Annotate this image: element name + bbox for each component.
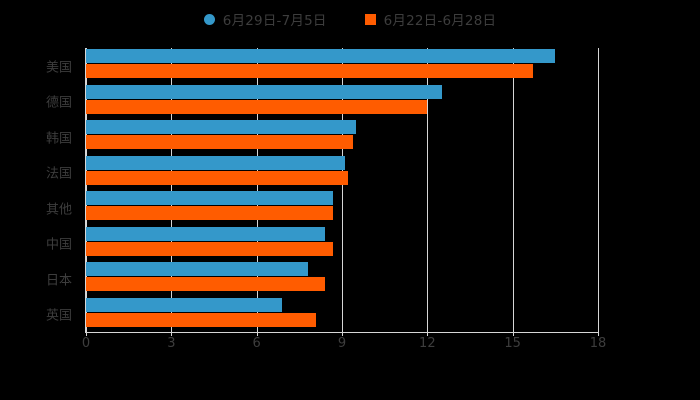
bar-group bbox=[86, 190, 598, 226]
bar-series-1[interactable] bbox=[86, 84, 442, 99]
y-axis-label-1: 美国 bbox=[45, 60, 72, 76]
legend-swatch-square-icon bbox=[364, 13, 376, 25]
bar-series-1[interactable] bbox=[86, 120, 357, 134]
x-axis-tick-mark bbox=[427, 331, 429, 336]
x-axis-tick-mark bbox=[86, 331, 87, 336]
legend-item-series-1[interactable]: 6月29日-7月5日 bbox=[203, 9, 327, 29]
x-axis-tick-mark bbox=[342, 331, 343, 336]
bar-series-1[interactable] bbox=[86, 297, 283, 312]
bar-series-1[interactable] bbox=[86, 155, 345, 170]
y-axis-category-labels: 美国德国韩国法国其他中国日本英国 bbox=[0, 48, 80, 332]
y-axis-label-5: 其他 bbox=[45, 202, 72, 218]
legend-label-series-2: 6月22日-6月28日 bbox=[383, 13, 497, 29]
x-axis-tick-label: 12 bbox=[419, 336, 436, 351]
x-axis-tick-label: 15 bbox=[504, 336, 521, 351]
x-axis-tick-mark bbox=[256, 331, 258, 336]
bar-series-2[interactable] bbox=[86, 312, 317, 327]
x-gridline bbox=[256, 48, 258, 332]
bar-series-2[interactable] bbox=[86, 170, 348, 185]
bar-group bbox=[86, 226, 598, 262]
bar-group bbox=[86, 48, 598, 84]
y-axis-label-7: 日本 bbox=[45, 273, 72, 289]
bar-series-1[interactable] bbox=[86, 49, 556, 63]
x-axis-tick-label: 9 bbox=[337, 336, 347, 351]
x-axis-tick-label: 18 bbox=[589, 336, 607, 351]
x-axis-tick-mark bbox=[598, 331, 599, 336]
y-axis-label-3: 韩国 bbox=[45, 131, 72, 147]
legend-label-series-1: 6月29日-7月5日 bbox=[222, 13, 327, 29]
x-gridline bbox=[598, 48, 599, 332]
plot-area bbox=[85, 48, 599, 333]
chart-legend: 6月29日-7月5日 6月22日-6月28日 bbox=[0, 6, 700, 32]
x-axis-tick-label: 6 bbox=[252, 336, 261, 351]
x-gridline bbox=[171, 48, 173, 332]
bar-series-1[interactable] bbox=[86, 262, 308, 276]
bar-series-2[interactable] bbox=[86, 64, 533, 78]
x-axis-tick-mark bbox=[171, 331, 173, 336]
y-axis-label-8: 英国 bbox=[45, 308, 72, 324]
bar-group bbox=[86, 84, 598, 120]
x-gridline bbox=[342, 48, 343, 332]
bar-group bbox=[86, 261, 598, 297]
bar-series-2[interactable] bbox=[86, 99, 428, 114]
x-axis-tick-mark bbox=[512, 331, 514, 336]
x-gridline bbox=[86, 48, 87, 332]
bar-series-2[interactable] bbox=[86, 135, 354, 149]
bar-series-2[interactable] bbox=[86, 241, 334, 256]
x-gridline bbox=[512, 48, 514, 332]
bar-group bbox=[86, 119, 598, 155]
y-axis-label-6: 中国 bbox=[45, 237, 72, 253]
bar-group bbox=[86, 297, 598, 333]
y-axis-label-4: 法国 bbox=[45, 166, 72, 182]
x-axis-tick-labels: 0 3 6 9 12 15 18 bbox=[82, 331, 606, 358]
x-axis-line bbox=[85, 332, 598, 333]
legend-item-series-2[interactable]: 6月22日-6月28日 bbox=[364, 9, 497, 29]
y-axis-label-2: 德国 bbox=[45, 95, 72, 111]
bar-series-1[interactable] bbox=[86, 226, 325, 241]
bar-series-2[interactable] bbox=[86, 277, 325, 291]
bar-series-1[interactable] bbox=[86, 191, 334, 205]
x-axis-tick-label: 3 bbox=[167, 336, 176, 351]
x-axis-tick-label: 0 bbox=[81, 336, 91, 351]
x-gridline bbox=[427, 48, 429, 332]
bar-series-2[interactable] bbox=[86, 206, 334, 220]
legend-swatch-circle-icon bbox=[203, 13, 215, 25]
bar-group bbox=[86, 155, 598, 191]
y-axis-line bbox=[85, 48, 86, 332]
